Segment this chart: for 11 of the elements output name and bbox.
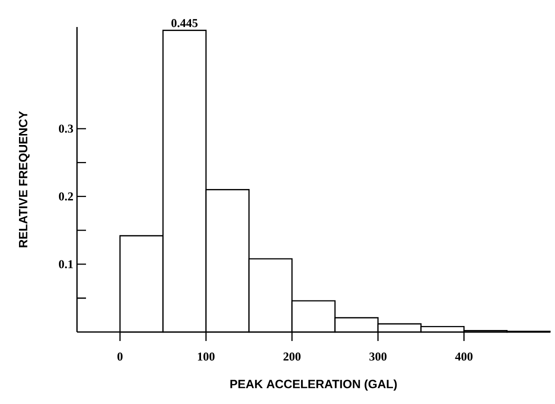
x-tick-label: 200 [284,352,301,361]
y-axis-title: RELATIVE FREQUENCY [18,111,30,248]
x-tick-label: 300 [369,352,387,361]
y-tick-label: 0.2 [58,192,73,201]
x-tick-label: 100 [198,352,215,361]
y-tick-label: 0.1 [58,260,73,268]
x-axis-title: PEAK ACCELERATION (GAL) [230,379,397,391]
data-label: 0.445 [171,19,198,28]
x-tick-label: 0 [117,352,123,361]
y-tick-label: 0.3 [58,124,74,133]
x-tick-label: 400 [455,352,473,361]
